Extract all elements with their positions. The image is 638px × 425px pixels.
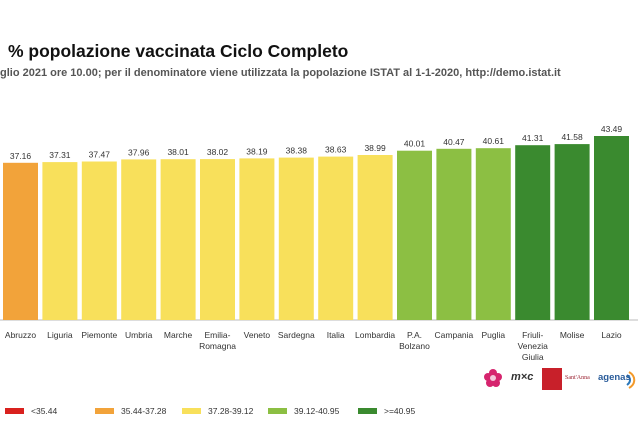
value-label-7: 38.38 [286,146,308,156]
category-label-13: Friuli-Venezia Giulia [518,330,549,362]
value-label-3: 37.96 [128,147,150,157]
value-label-0: 37.16 [10,151,32,161]
bar-15 [594,136,629,320]
value-label-6: 38.19 [246,146,268,156]
agenas-logo-text: agenas [598,372,631,383]
legend-swatch-3 [268,408,287,414]
chart-legend: <35.44 35.44-37.28 37.28-39.12 39.12-40.95 >… [0,401,470,421]
legend-item-1: 35.44-37.28 [95,401,166,421]
value-label-15: 43.49 [601,124,623,134]
category-label-14: Molise [560,330,585,340]
category-label-11: Campania [435,330,474,340]
value-label-10: 40.01 [404,139,426,149]
value-label-4: 38.01 [167,147,189,157]
legend-item-2: 37.28-39.12 [182,401,253,421]
legend-swatch-2 [182,408,201,414]
value-label-1: 37.31 [49,150,71,160]
category-label-2: Piemonte [81,330,117,340]
red-institute-logo [542,368,562,390]
bar-13 [515,145,551,320]
bar-1 [42,162,78,320]
bar-12 [475,148,511,320]
bar-2 [81,161,117,320]
category-label-1: Liguria [47,330,73,340]
bar-10 [397,150,432,320]
legend-label-4: >=40.95 [384,406,416,416]
bar-chart: 37.16 37.31 37.47 37.96 38.01 38.02 38.19 38.38… [0,124,638,362]
chart-title: % popolazione vaccinata Ciclo Completo [8,41,349,61]
category-label-4: Marche [164,330,193,340]
logos-strip: m×c Sant'Anna agenas [480,366,638,394]
legend-label-2: 37.28-39.12 [208,406,254,416]
value-label-5: 38.02 [207,147,229,157]
value-label-13: 41.31 [522,133,544,143]
legend-item-4: >=40.95 [358,401,415,421]
agenas-logo-mark [626,371,636,389]
bar-5 [200,159,235,320]
category-label-0: Abruzzo [5,330,36,340]
category-label-6: Veneto [244,330,271,340]
legend-item-0: <35.44 [5,401,57,421]
santanna-logo: Sant'Anna [565,375,590,381]
value-label-12: 40.61 [483,136,505,146]
category-label-5: Emilia-Romagna [199,330,236,351]
value-label-8: 38.63 [325,145,347,155]
bar-0 [3,162,38,320]
legend-item-3: 39.12-40.95 [268,401,339,421]
category-label-3: Umbria [125,330,153,340]
category-label-12: Puglia [481,330,505,340]
agenas-logo: agenas [598,368,636,390]
mx-logo: m×c [511,371,534,383]
legend-swatch-4 [358,408,377,414]
value-label-11: 40.47 [443,137,465,147]
bar-7 [278,157,314,320]
legend-label-0: <35.44 [31,406,58,416]
category-label-10: P.A. Bolzano [399,330,430,351]
bar-9 [357,155,393,320]
category-label-8: Italia [327,330,345,340]
legend-swatch-1 [95,408,114,414]
value-label-2: 37.47 [89,150,111,160]
bar-11 [436,148,472,320]
bar-14 [554,144,590,320]
category-label-15: Lazio [601,330,622,340]
bar-3 [121,159,157,320]
bar-4 [160,159,196,320]
legend-swatch-0 [5,408,24,414]
value-label-14: 41.58 [561,132,583,142]
legend-label-1: 35.44-37.28 [121,406,167,416]
bar-6 [239,158,275,320]
legend-label-3: 39.12-40.95 [294,406,340,416]
value-label-9: 38.99 [364,143,386,153]
category-label-9: Lombardia [355,330,395,340]
chart-subtitle: glio 2021 ore 10.00; per il denominatore… [0,67,561,79]
bar-8 [318,156,354,320]
flower-logo [484,369,502,387]
category-label-7: Sardegna [278,330,315,340]
